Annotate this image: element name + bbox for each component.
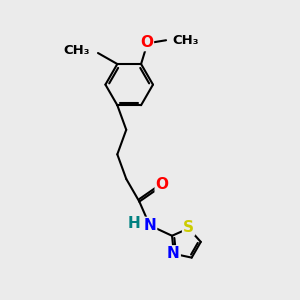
Text: S: S <box>183 220 194 235</box>
Text: N: N <box>143 218 156 233</box>
Text: CH₃: CH₃ <box>63 44 90 57</box>
Text: O: O <box>140 35 153 50</box>
Text: CH₃: CH₃ <box>172 34 199 47</box>
Text: O: O <box>156 177 169 192</box>
Text: N: N <box>167 246 180 261</box>
Text: H: H <box>128 216 141 231</box>
